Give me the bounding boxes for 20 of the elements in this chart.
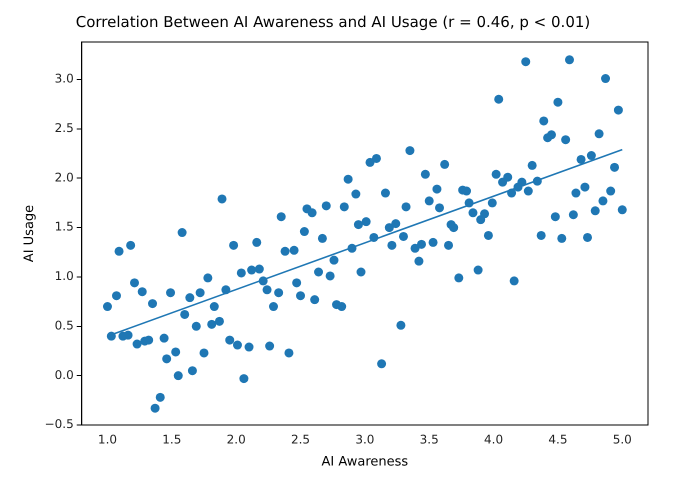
y-tick-label: 0.0 xyxy=(54,368,74,382)
x-tick-label: 1.0 xyxy=(98,432,118,446)
y-tick-label: 2.0 xyxy=(54,170,74,184)
y-axis-title: AI Usage xyxy=(22,204,38,262)
x-tick-label: 4.5 xyxy=(548,432,568,446)
chart-title: Correlation Between AI Awareness and AI Usage (r = 0.46, p < 0.01) xyxy=(76,12,590,31)
x-tick-label: 3.5 xyxy=(420,432,439,446)
x-tick-label: 2.5 xyxy=(290,432,310,446)
x-axis-title: AI Awareness xyxy=(322,454,408,470)
y-tick-label: 0.5 xyxy=(54,318,74,332)
y-tick-label: 1.0 xyxy=(54,269,74,284)
y-tick-label: 1.5 xyxy=(54,220,74,234)
x-tick-label: 5.0 xyxy=(612,432,632,446)
x-tick-label: 3.0 xyxy=(355,432,374,446)
y-tick-label: −0.5 xyxy=(44,417,74,432)
y-tick-label: 2.5 xyxy=(54,120,74,135)
y-tick-label: 3.0 xyxy=(54,72,74,86)
x-tick-label: 2.0 xyxy=(226,432,246,446)
x-tick-label: 4.0 xyxy=(484,432,504,446)
x-tick-label: 1.5 xyxy=(162,432,182,446)
